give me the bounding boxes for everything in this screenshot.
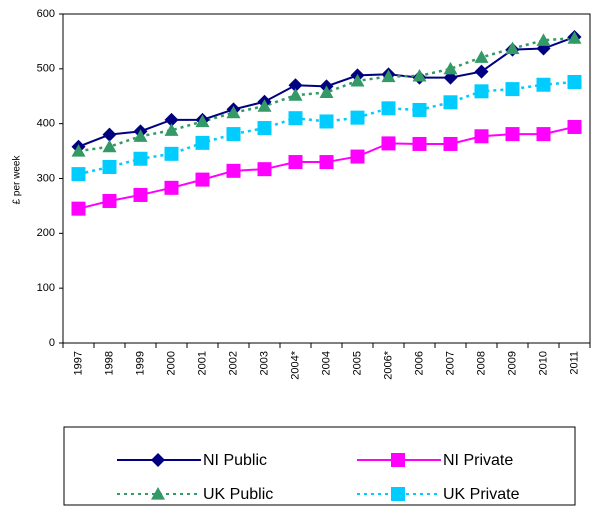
data-point: [102, 193, 117, 208]
data-point: [381, 136, 396, 151]
legend-label: NI Private: [443, 452, 513, 469]
data-point: [133, 151, 148, 166]
data-point: [350, 149, 365, 164]
series-line: [78, 36, 575, 153]
data-point: [102, 127, 117, 142]
y-tick-label: 300: [37, 172, 55, 184]
data-point: [443, 136, 458, 151]
data-point: [505, 82, 520, 97]
data-point: [164, 112, 179, 127]
y-tick-label: 600: [37, 8, 55, 20]
data-point: [350, 73, 365, 87]
data-point: [412, 68, 427, 82]
x-tick-label: 2004: [320, 351, 332, 375]
data-point: [474, 64, 489, 79]
x-tick-label: 1997: [72, 351, 84, 375]
data-point: [71, 201, 86, 216]
data-point: [71, 144, 86, 157]
legend-label: UK Public: [203, 486, 273, 503]
data-point: [567, 119, 582, 134]
x-tick-label: 2001: [196, 351, 208, 375]
data-point: [226, 163, 241, 178]
data-point: [257, 99, 272, 112]
data-point: [412, 102, 427, 117]
y-axis-label: £ per week: [12, 155, 23, 205]
x-tick-label: 2010: [537, 351, 549, 375]
data-point: [164, 146, 179, 161]
data-point: [567, 74, 582, 89]
data-point: [319, 114, 334, 129]
y-tick-label: 200: [37, 227, 55, 239]
data-point: [474, 84, 489, 99]
data-point: [443, 61, 458, 75]
data-point: [71, 167, 86, 182]
data-point: [567, 31, 582, 44]
x-tick-label: 2007: [444, 351, 456, 375]
x-tick-label: 1998: [103, 351, 115, 375]
legend-marker: [151, 487, 165, 500]
data-point: [381, 101, 396, 116]
legend-label: UK Private: [443, 486, 520, 503]
x-tick-label: 2003: [258, 351, 270, 375]
y-tick-label: 0: [49, 337, 55, 349]
data-point: [133, 129, 148, 142]
legend-marker: [391, 487, 405, 501]
x-tick-label: 2006*: [382, 350, 394, 379]
data-point: [195, 172, 210, 187]
data-point: [226, 105, 241, 119]
y-tick-label: 100: [37, 282, 55, 294]
x-tick-label: 2009: [506, 351, 518, 375]
legend-label: NI Public: [203, 452, 267, 469]
data-point: [288, 88, 303, 101]
data-point: [102, 139, 117, 153]
data-point: [164, 123, 179, 136]
data-point: [257, 162, 272, 177]
data-point: [288, 78, 303, 93]
data-point: [474, 129, 489, 144]
data-point: [195, 135, 210, 150]
data-point: [350, 110, 365, 125]
data-point: [164, 180, 179, 195]
data-point: [288, 155, 303, 170]
data-point: [412, 136, 427, 151]
x-tick-label: 2006: [413, 351, 425, 375]
y-tick-label: 400: [37, 118, 55, 130]
series-line: [78, 80, 575, 176]
x-tick-label: 1999: [134, 351, 146, 375]
legend-marker: [151, 453, 165, 467]
data-point: [288, 111, 303, 126]
y-tick-label: 500: [37, 63, 55, 75]
x-tick-label: 2000: [165, 351, 177, 375]
data-point: [536, 127, 551, 142]
data-point: [319, 155, 334, 170]
data-point: [536, 77, 551, 92]
x-tick-label: 2011: [568, 351, 580, 375]
data-point: [319, 85, 334, 99]
data-point: [474, 50, 489, 63]
data-point: [505, 41, 520, 55]
data-point: [102, 159, 117, 174]
x-tick-label: 2008: [475, 351, 487, 375]
data-point: [195, 114, 210, 128]
data-point: [381, 69, 396, 83]
legend-box: [63, 426, 576, 506]
legend-marker: [391, 453, 405, 467]
data-point: [505, 127, 520, 142]
data-point: [257, 121, 272, 136]
data-point: [226, 127, 241, 142]
data-point: [536, 33, 551, 46]
data-point: [443, 95, 458, 110]
x-tick-label: 2002: [227, 351, 239, 375]
x-tick-label: 2005: [351, 351, 363, 375]
plot-frame: [62, 13, 591, 344]
data-point: [133, 187, 148, 202]
x-tick-label: 2004*: [289, 350, 301, 379]
